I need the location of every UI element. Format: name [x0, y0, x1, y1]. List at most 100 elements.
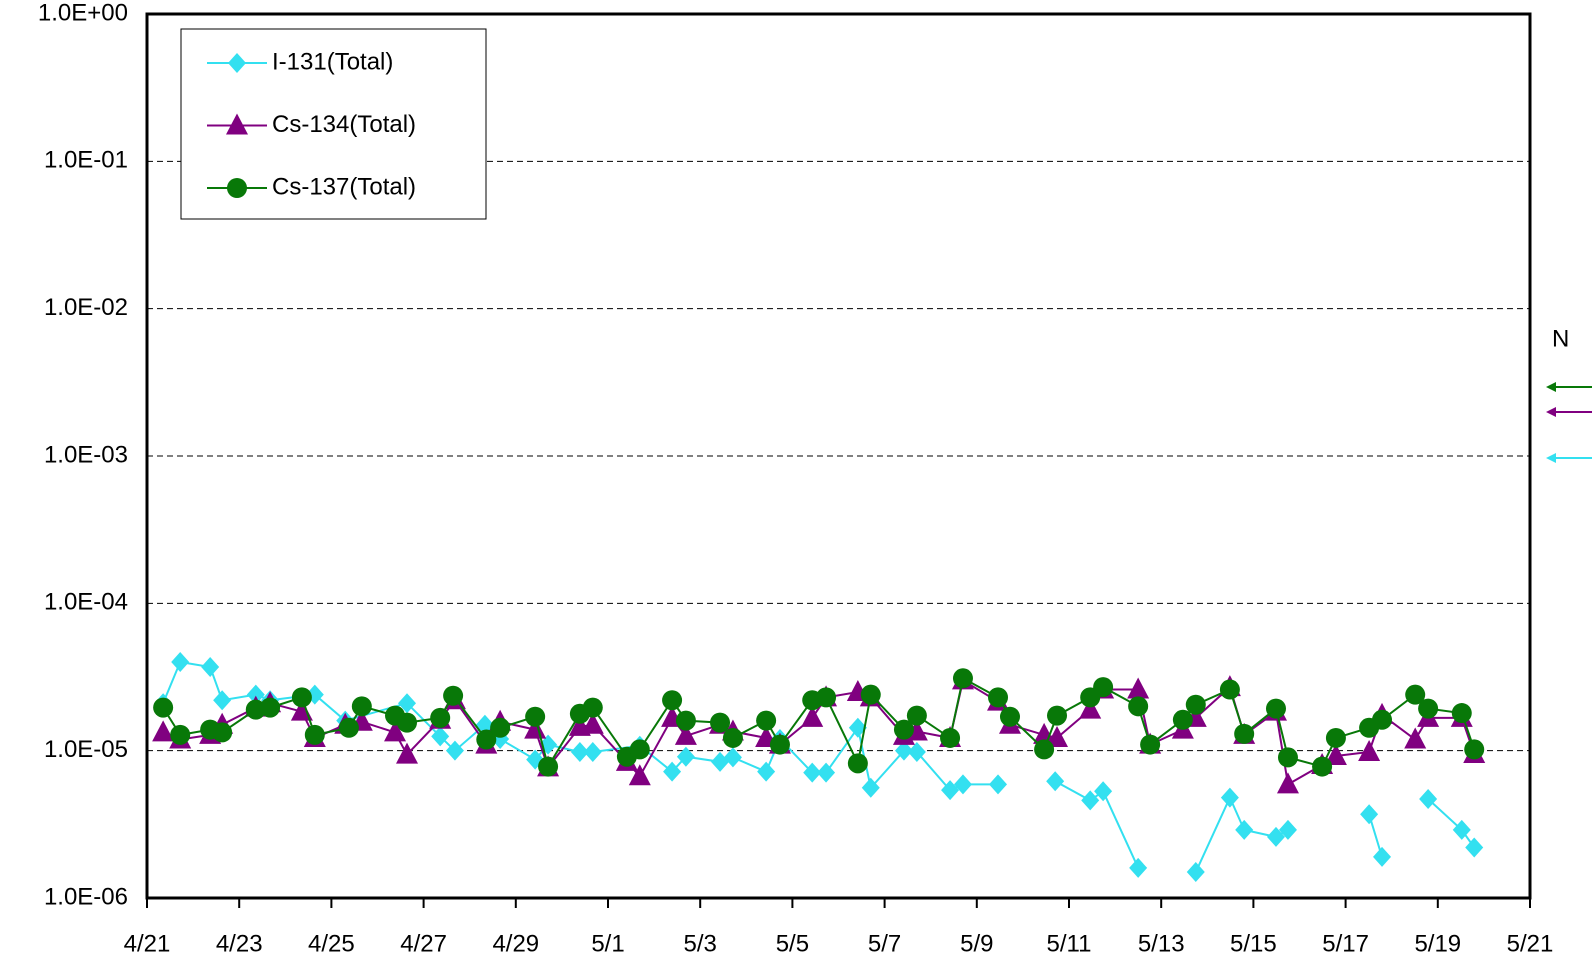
marker — [1172, 709, 1193, 730]
arrow-head — [1546, 453, 1556, 463]
marker — [1185, 694, 1206, 715]
marker — [476, 729, 497, 750]
marker — [1235, 819, 1254, 840]
marker — [1046, 725, 1069, 747]
marker — [152, 720, 175, 742]
marker — [801, 705, 824, 727]
marker — [1360, 804, 1379, 825]
x-tick-label: 5/15 — [1230, 930, 1277, 957]
marker — [1451, 703, 1472, 724]
marker — [769, 734, 790, 755]
y-tick-label: 1.0E-01 — [44, 147, 128, 174]
x-tick-label: 4/23 — [216, 930, 263, 957]
marker — [988, 687, 1009, 708]
marker — [170, 724, 191, 745]
y-tick-label: 1.0E-06 — [44, 883, 128, 910]
marker — [475, 714, 494, 735]
marker — [941, 780, 960, 801]
x-tick-label: 5/7 — [868, 930, 901, 957]
marker — [524, 717, 547, 739]
x-tick-label: 5/17 — [1322, 930, 1369, 957]
y-tick-label: 1.0E-04 — [44, 589, 128, 616]
marker — [1312, 756, 1333, 777]
marker — [212, 722, 233, 743]
marker — [662, 690, 683, 711]
marker — [989, 774, 1008, 795]
marker — [1033, 722, 1056, 744]
legend-marker — [227, 178, 247, 198]
marker — [1464, 739, 1485, 760]
y-tick-label: 1.0E-03 — [44, 441, 128, 468]
grid — [147, 160, 1530, 752]
marker — [1034, 739, 1055, 760]
legend: I-131(Total) Cs-134(Total) Cs-137(Total) — [180, 28, 487, 220]
marker — [171, 651, 190, 672]
series-layer — [152, 651, 1486, 883]
marker — [396, 742, 419, 764]
marker — [1079, 697, 1102, 719]
plot-frame — [145, 12, 1532, 900]
marker — [940, 727, 961, 748]
legend-label: Cs-134(Total) — [272, 111, 416, 138]
marker — [1372, 709, 1393, 730]
x-tick-label: 4/29 — [492, 930, 539, 957]
annotation-group: N — [1546, 325, 1592, 463]
marker — [722, 727, 743, 748]
marker — [1452, 819, 1471, 840]
marker — [1266, 826, 1285, 847]
arrow-head — [1546, 382, 1556, 392]
marker — [757, 761, 776, 782]
marker — [663, 761, 682, 782]
marker — [1127, 677, 1150, 699]
x-tick-label: 5/1 — [591, 930, 624, 957]
marker — [398, 693, 417, 714]
y-tick-label: 1.0E-05 — [44, 736, 128, 763]
marker — [675, 710, 696, 731]
marker — [291, 687, 312, 708]
marker — [260, 697, 281, 718]
x-tick-label: 5/19 — [1414, 930, 1461, 957]
marker — [723, 747, 742, 768]
marker — [1265, 698, 1286, 719]
marker — [1093, 677, 1114, 698]
marker — [1276, 772, 1299, 794]
x-tick-label: 5/5 — [776, 930, 809, 957]
marker — [803, 762, 822, 783]
legend-marker — [226, 113, 248, 135]
marker — [1405, 684, 1426, 705]
x-tick-label: 4/27 — [400, 930, 447, 957]
x-tick-label: 5/13 — [1138, 930, 1185, 957]
marker — [952, 668, 973, 689]
x-tick-label: 4/25 — [308, 930, 355, 957]
marker — [538, 756, 559, 777]
marker — [676, 746, 695, 767]
annotation: N — [1552, 325, 1569, 352]
marker — [351, 696, 372, 717]
marker — [1419, 788, 1438, 809]
marker — [201, 656, 220, 677]
marker — [674, 723, 697, 745]
marker — [384, 720, 407, 742]
x-tick-label: 4/21 — [124, 930, 171, 957]
marker — [953, 774, 972, 795]
marker — [1094, 781, 1113, 802]
marker — [1234, 723, 1255, 744]
marker — [1219, 679, 1240, 700]
x-tick-label: 5/11 — [1047, 930, 1092, 957]
marker — [629, 739, 650, 760]
marker — [1129, 857, 1148, 878]
marker — [1278, 819, 1297, 840]
marker — [1358, 739, 1381, 761]
marker — [583, 741, 602, 762]
marker — [1186, 862, 1205, 883]
marker — [893, 719, 914, 740]
marker — [246, 684, 265, 705]
marker — [710, 712, 731, 733]
marker — [816, 687, 837, 708]
marker — [525, 706, 546, 727]
arrow-head — [1546, 407, 1556, 417]
marker — [213, 690, 232, 711]
marker — [906, 705, 927, 726]
